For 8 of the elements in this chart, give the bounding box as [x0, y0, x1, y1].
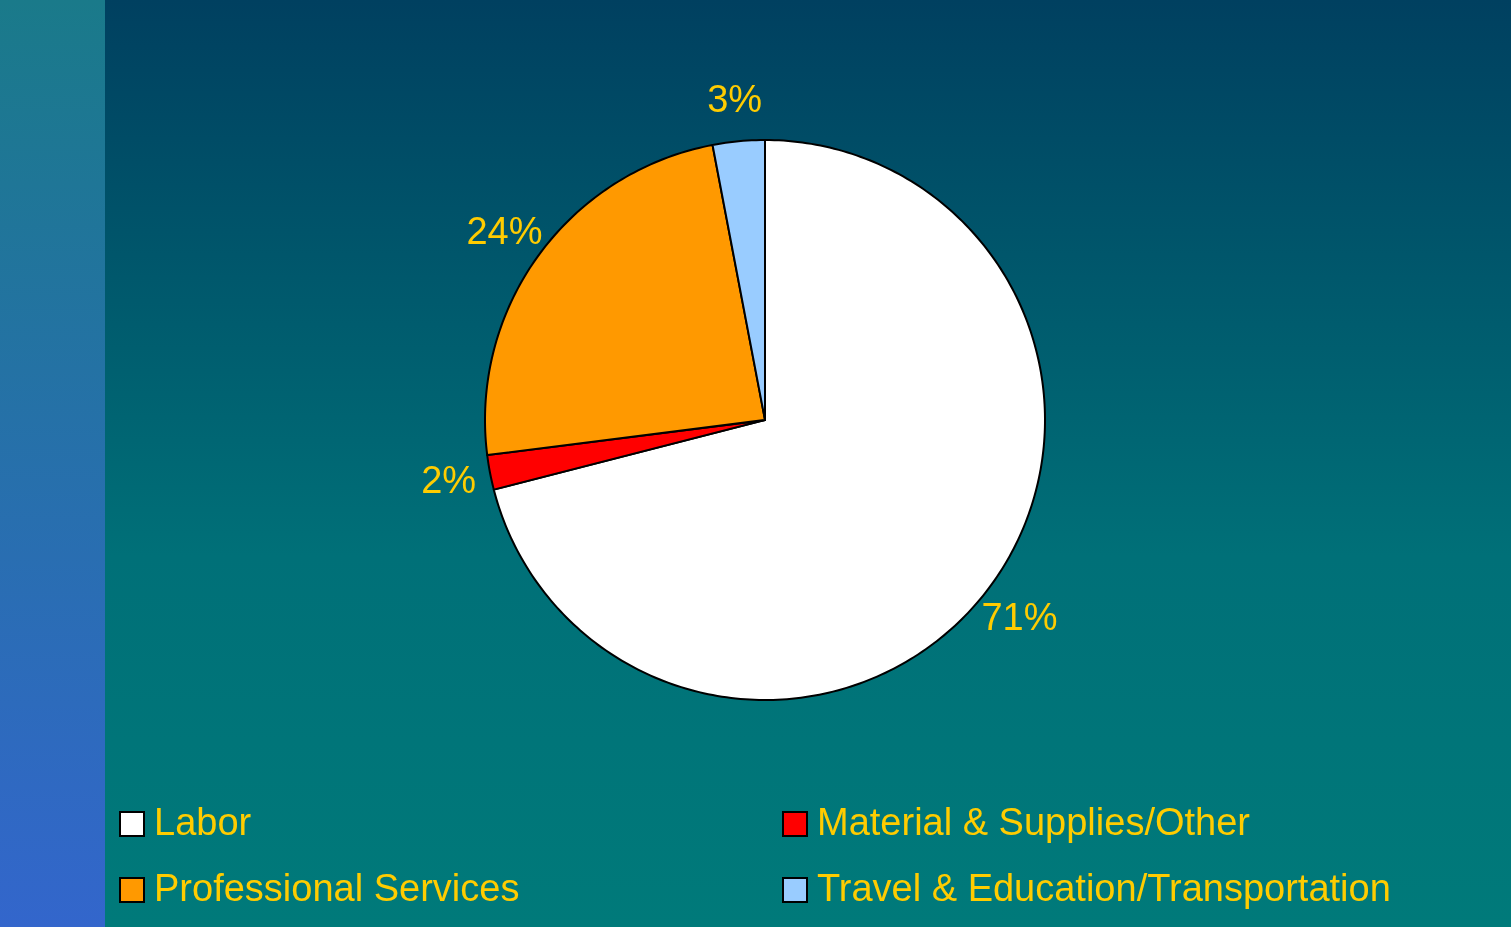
data-label: 24% — [466, 209, 543, 252]
legend-label: Labor — [154, 801, 252, 843]
data-label: 2% — [421, 459, 477, 502]
legend-label: Material & Supplies/Other — [817, 801, 1251, 843]
data-label: 3% — [707, 78, 763, 121]
legend-label: Professional Services — [154, 867, 520, 909]
legend-label: Travel & Education/Transportation — [817, 867, 1391, 909]
data-label: 71% — [981, 596, 1058, 639]
